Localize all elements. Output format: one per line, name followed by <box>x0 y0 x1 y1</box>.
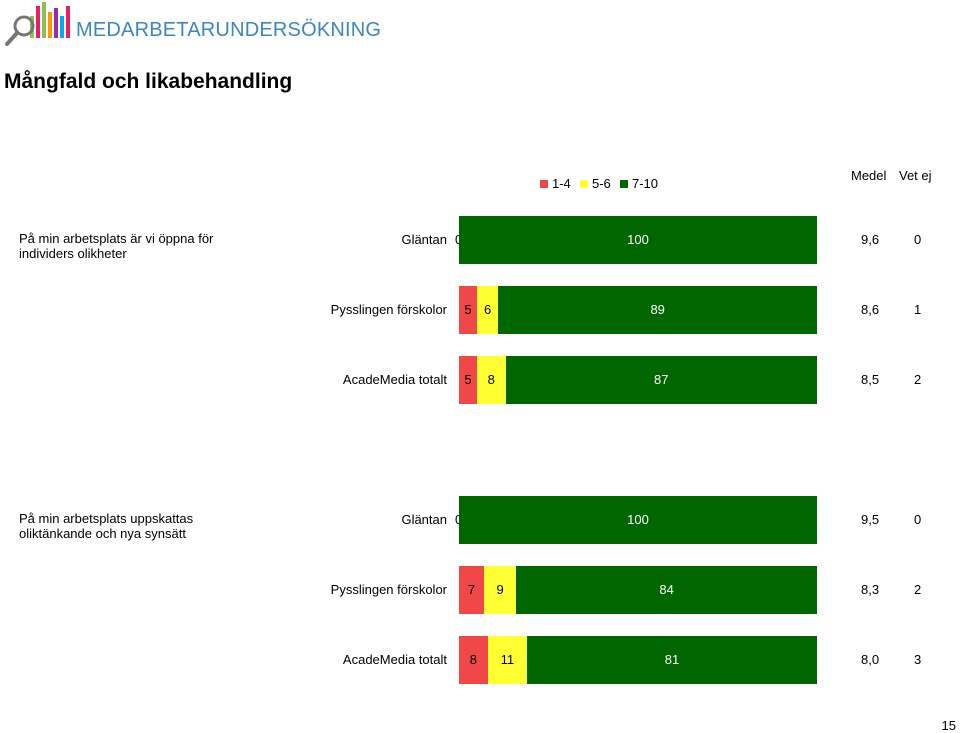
bar-segment-1-4 <box>459 356 477 404</box>
bar-segment-5-6 <box>476 286 499 334</box>
bar-segment-1-4 <box>459 286 477 334</box>
vet-ej-value: 0 <box>914 232 922 247</box>
vet-ej-value: 1 <box>914 302 922 317</box>
segment-label: 84 <box>659 582 674 597</box>
legend-item-1-4: 1-4 <box>540 176 571 191</box>
legend-swatch <box>580 179 588 188</box>
bar-segment-5-6 <box>487 636 527 684</box>
segment-label: 11 <box>500 652 515 667</box>
segment-label: 81 <box>664 652 680 667</box>
zero-label: 0 <box>455 232 462 247</box>
bar-segment-1-4 <box>459 636 488 684</box>
medel-value: 8,5 <box>861 372 880 387</box>
bar-segment-7-10 <box>498 286 817 334</box>
magnifier-bars-icon <box>5 2 70 46</box>
row-label: Gläntan <box>401 232 447 247</box>
segment-label: 6 <box>484 302 492 317</box>
segment-label: 9 <box>496 582 504 597</box>
vet-ej-value: 0 <box>914 512 922 527</box>
medel-value: 8,0 <box>861 652 880 667</box>
vet-ej-header: Vet ej <box>899 168 932 183</box>
segment-label: 100 <box>627 232 649 247</box>
medel-value: 9,5 <box>861 512 880 527</box>
bar-segment-7-10 <box>527 636 817 684</box>
segment-label: 8 <box>469 652 477 667</box>
bar-segment-5-6 <box>476 356 506 404</box>
vet-ej-value: 3 <box>914 652 922 667</box>
segment-label: 5 <box>464 302 472 317</box>
bar-segment-5-6 <box>484 566 517 614</box>
legend-label: 1-4 <box>552 176 571 191</box>
bar-segment-1-4 <box>459 566 485 614</box>
segment-label: 8 <box>487 372 495 387</box>
vet-ej-value: 2 <box>914 372 922 387</box>
segment-label: 5 <box>464 372 472 387</box>
bar-segment-7-10 <box>516 566 817 614</box>
page-number: 15 <box>941 718 956 733</box>
row-label: AcadeMedia totalt <box>342 652 447 667</box>
legend-swatch <box>620 179 628 188</box>
bar-segment-7-10 <box>459 496 817 544</box>
bar-segment-7-10 <box>505 356 817 404</box>
row-label: AcadeMedia totalt <box>342 372 447 387</box>
row-label: Gläntan <box>401 512 447 527</box>
legend-label: 7-10 <box>632 176 659 191</box>
page-title: Mångfald och likabehandling <box>4 70 293 93</box>
segment-label: 7 <box>467 582 476 597</box>
medel-value: 8,3 <box>861 582 880 597</box>
bar-segment-7-10 <box>459 216 817 264</box>
question-text: På min arbetsplats är vi öppna för indiv… <box>19 231 214 261</box>
legend-item-5-6: 5-6 <box>580 176 611 191</box>
vet-ej-value: 2 <box>914 582 922 597</box>
row-label: Pysslingen förskolor <box>330 302 447 317</box>
legend-item-7-10: 7-10 <box>620 176 658 191</box>
medel-header: Medel <box>851 168 887 183</box>
question-text: På min arbetsplats uppskattas oliktänkan… <box>19 511 194 541</box>
brand-title: MEDARBETARUNDERSÖKNING <box>76 19 382 41</box>
medel-value: 8,6 <box>861 302 880 317</box>
segment-label: 89 <box>650 302 665 317</box>
segment-label: 100 <box>627 512 649 527</box>
row-label: Pysslingen förskolor <box>330 582 447 597</box>
medel-value: 9,6 <box>861 232 880 247</box>
legend-swatch <box>540 179 548 188</box>
segment-label: 87 <box>654 372 669 387</box>
legend-label: 5-6 <box>592 176 611 191</box>
zero-label: 0 <box>455 512 462 527</box>
